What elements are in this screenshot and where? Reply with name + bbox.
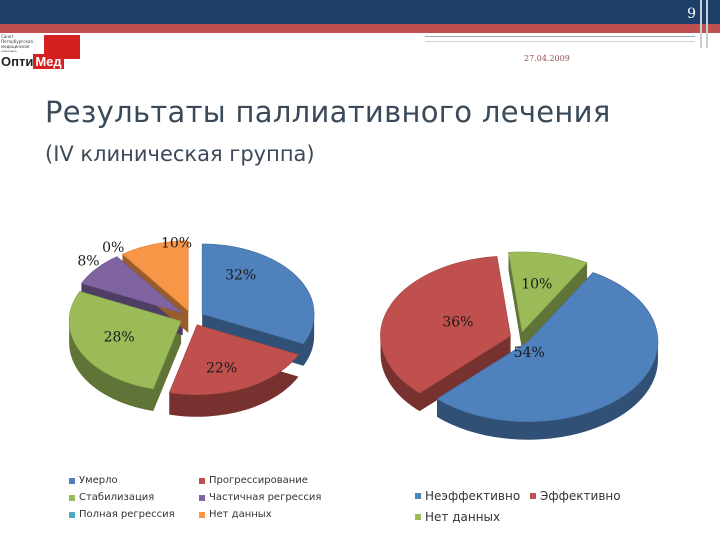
- pie-slice-side: [380, 256, 511, 412]
- pie-slice: [121, 240, 189, 312]
- header-bar: [0, 0, 720, 24]
- pie-data-label: 0%: [102, 240, 124, 256]
- slide-date: 27.04.2009: [524, 54, 570, 63]
- pie-slice: [68, 291, 182, 390]
- pie-data-label: 54%: [514, 345, 545, 361]
- divider-line: [425, 41, 695, 42]
- page-subtitle: (IV клиническая группа): [45, 142, 315, 166]
- pie-data-label: 28%: [104, 329, 135, 345]
- divider-line: [425, 36, 695, 37]
- pie-slice: [80, 256, 183, 314]
- page-title: Результаты паллиативного лечения: [45, 95, 611, 129]
- pie-data-label: 32%: [225, 268, 256, 284]
- page-number: 9: [687, 6, 696, 22]
- logo-caption: Санкт-Петербургская медицинская научно-п…: [1, 34, 33, 52]
- pie-slice: [201, 243, 315, 345]
- pie-data-label: 10%: [521, 276, 552, 292]
- pie-data-label: 22%: [206, 360, 237, 376]
- pie-slice: [436, 272, 659, 423]
- pie-chart-efficacy: 54% 36% 10%: [380, 251, 659, 440]
- divider-vertical: [700, 0, 702, 48]
- pie-slice: [168, 324, 299, 396]
- pie-slice: [380, 256, 511, 394]
- pie-slice: [508, 251, 588, 333]
- pie-data-label: 10%: [161, 236, 192, 252]
- pie-chart-outcomes: 32% 22% 28% 8%0% 10%: [68, 236, 315, 417]
- logo-wordmark: Опти Мед: [1, 54, 64, 69]
- pie-data-label: 36%: [442, 315, 473, 331]
- optimed-logo: Санкт-Петербургская медицинская научно-п…: [0, 34, 82, 74]
- divider-vertical: [706, 0, 708, 48]
- pie-data-label: 8%: [77, 253, 99, 269]
- accent-stripe: [0, 24, 720, 33]
- pie-slice-side: [437, 272, 658, 440]
